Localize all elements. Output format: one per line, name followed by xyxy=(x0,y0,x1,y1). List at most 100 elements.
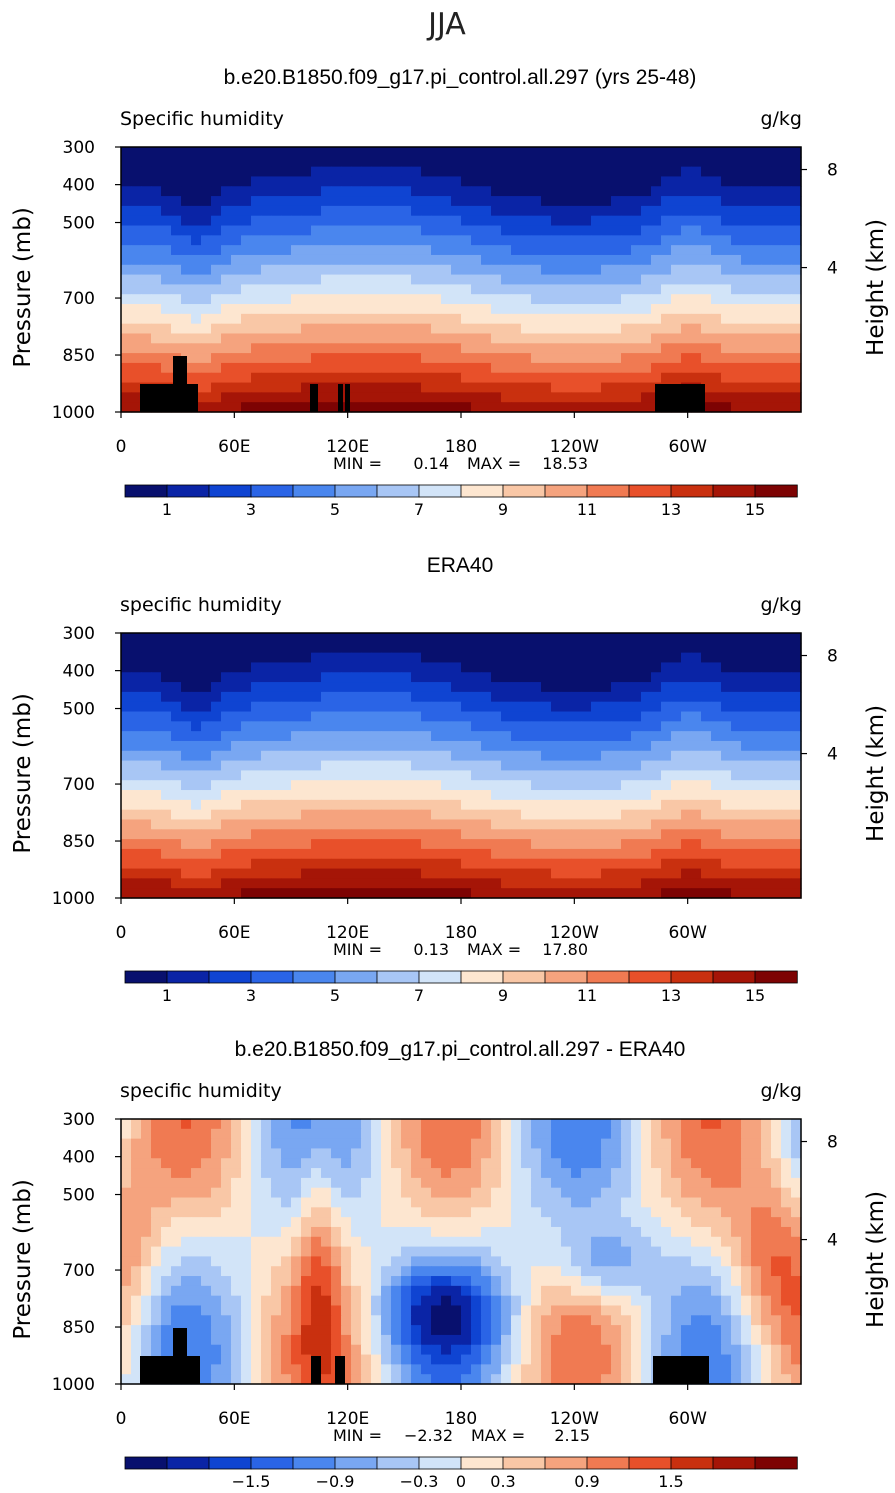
field-cell xyxy=(391,1217,402,1228)
field-cell xyxy=(361,1266,372,1277)
field-cell xyxy=(481,760,492,771)
field-cell xyxy=(691,1236,702,1248)
field-cell xyxy=(671,1207,682,1218)
field-cell xyxy=(521,205,532,217)
field-cell xyxy=(331,215,342,227)
field-cell xyxy=(411,1168,422,1179)
field-cell xyxy=(761,790,772,801)
field-cell xyxy=(361,323,372,335)
field-cell xyxy=(391,333,402,344)
field-cell xyxy=(561,652,572,664)
field-cell xyxy=(571,1256,582,1267)
field-cell xyxy=(241,186,252,197)
field-cell xyxy=(411,245,422,256)
field-cell xyxy=(181,888,192,899)
field-cell xyxy=(641,1207,652,1218)
field-cell xyxy=(261,1246,272,1257)
field-cell xyxy=(621,682,632,693)
field-cell xyxy=(321,790,332,801)
field-cell xyxy=(351,225,362,236)
field-cell xyxy=(361,353,372,364)
field-cell xyxy=(521,1217,532,1228)
field-cell xyxy=(671,790,682,801)
field-cell xyxy=(131,313,142,325)
field-cell xyxy=(131,868,142,879)
field-cell xyxy=(621,156,632,168)
field-cell xyxy=(461,760,472,771)
field-cell xyxy=(551,652,562,664)
field-cell xyxy=(501,215,512,227)
field-cell xyxy=(371,284,382,295)
field-cell xyxy=(271,333,282,344)
field-cell xyxy=(491,888,502,899)
field-cell xyxy=(321,760,332,771)
field-cell xyxy=(401,215,412,227)
y-tick-label: 400 xyxy=(63,662,95,682)
field-cell xyxy=(691,205,702,217)
field-cell xyxy=(451,642,462,654)
field-cell xyxy=(151,633,162,644)
field-cell xyxy=(461,633,472,644)
field-cell xyxy=(171,156,182,168)
field-cell xyxy=(471,1187,482,1199)
field-cell xyxy=(501,1236,512,1248)
field-cell xyxy=(331,1168,342,1179)
field-cell xyxy=(481,1226,492,1238)
field-cell xyxy=(541,264,552,276)
field-cell xyxy=(651,848,662,860)
field-cell xyxy=(731,691,742,703)
field-cell xyxy=(141,790,152,801)
field-cell xyxy=(571,829,582,840)
field-cell xyxy=(411,740,422,752)
field-cell xyxy=(241,1148,252,1159)
field-cell xyxy=(461,1197,472,1208)
field-cell xyxy=(241,284,252,295)
field-cell xyxy=(691,701,702,713)
field-cell xyxy=(251,721,262,732)
field-cell xyxy=(241,809,252,821)
field-cell xyxy=(421,1119,432,1130)
field-cell xyxy=(521,392,532,403)
field-cell xyxy=(771,176,782,187)
field-cell xyxy=(611,225,622,236)
field-cell xyxy=(191,1148,202,1159)
field-cell xyxy=(421,770,432,781)
field-cell xyxy=(571,1177,582,1189)
field-cell xyxy=(301,264,312,276)
field-cell xyxy=(641,254,652,266)
field-cell xyxy=(571,848,582,860)
field-cell xyxy=(401,682,412,693)
field-cell xyxy=(461,1187,472,1199)
field-cell xyxy=(301,839,312,850)
field-cell xyxy=(541,333,552,344)
field-cell xyxy=(191,770,202,781)
field-cell xyxy=(331,760,342,771)
field-cell xyxy=(561,274,572,285)
field-cell xyxy=(781,225,792,236)
field-cell xyxy=(431,740,442,752)
field-cell xyxy=(721,740,732,752)
field-cell xyxy=(441,353,452,364)
colorbar-swatch xyxy=(628,484,672,498)
field-cell xyxy=(291,711,302,722)
field-cell xyxy=(481,147,492,158)
field-cell xyxy=(371,799,382,811)
field-cell xyxy=(571,1217,582,1228)
field-cell xyxy=(241,799,252,811)
field-cell xyxy=(321,780,332,791)
field-cell xyxy=(331,353,342,364)
field-cell xyxy=(311,1158,322,1169)
field-cell xyxy=(491,392,502,403)
field-cell xyxy=(251,333,262,344)
field-cell xyxy=(731,672,742,683)
field-cell xyxy=(381,642,392,654)
field-cell xyxy=(711,205,722,217)
field-cell xyxy=(671,691,682,703)
field-cell xyxy=(711,156,722,168)
field-cell xyxy=(331,205,342,217)
field-cell xyxy=(741,1148,752,1159)
field-cell xyxy=(671,642,682,654)
field-cell xyxy=(731,1128,742,1140)
field-cell xyxy=(761,353,772,364)
field-cell xyxy=(241,225,252,236)
